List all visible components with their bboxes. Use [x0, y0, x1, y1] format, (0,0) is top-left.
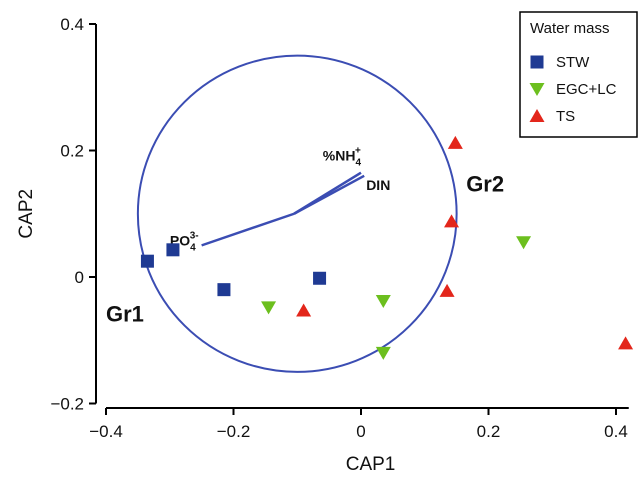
- point-egc-lc: [261, 301, 277, 315]
- x-tick-label: 0: [356, 422, 365, 441]
- correlation-circle: [136, 54, 458, 373]
- correlation-circle-layer: [136, 54, 458, 373]
- legend-items: STW EGC+LC TS: [529, 54, 617, 125]
- point-egc-lc: [375, 295, 391, 309]
- legend-title: Water mass: [530, 20, 609, 37]
- legend-marker: [529, 109, 545, 122]
- point-stw: [140, 254, 154, 268]
- vectors-layer: PO43-%NH4+DIN: [170, 146, 390, 254]
- point-ts: [618, 336, 634, 350]
- legend-label: EGC+LC: [556, 81, 617, 98]
- y-tick-label: 0.2: [60, 142, 84, 161]
- point-stw: [313, 271, 327, 285]
- legend-label: STW: [556, 54, 590, 71]
- group-label: Gr2: [466, 172, 504, 197]
- legend-marker: [529, 83, 545, 96]
- point-stw: [217, 283, 231, 297]
- ticks: −0.2 0 0.2 0.4 −0.4 −0.2 0 0.2 0.4: [50, 15, 627, 441]
- point-ts: [439, 283, 455, 297]
- x-tick-label: 0.4: [604, 422, 628, 441]
- point-ts: [447, 135, 463, 149]
- group-labels-layer: Gr1 Gr2: [106, 172, 504, 327]
- points-layer: [140, 135, 634, 360]
- point-egc-lc: [375, 346, 391, 360]
- legend: Water mass STW EGC+LC TS: [519, 11, 638, 138]
- point-stw: [166, 243, 180, 257]
- y-tick-label: −0.2: [50, 395, 84, 414]
- point-ts: [296, 303, 312, 317]
- point-ts: [444, 214, 460, 228]
- point-egc-lc: [516, 236, 532, 250]
- x-axis-title: CAP1: [346, 454, 396, 475]
- y-tick-label: 0: [75, 268, 84, 287]
- vector-label: DIN: [366, 177, 390, 193]
- vector-label: %NH4+: [323, 146, 362, 169]
- legend-marker: [530, 55, 544, 69]
- legend-label: TS: [556, 108, 575, 125]
- vector-line: [201, 212, 295, 247]
- group-label: Gr1: [106, 301, 144, 326]
- x-tick-label: 0.2: [477, 422, 501, 441]
- y-axis-title: CAP2: [16, 189, 37, 239]
- y-tick-label: 0.4: [60, 15, 84, 34]
- x-tick-label: −0.2: [217, 422, 251, 441]
- x-tick-label: −0.4: [89, 422, 123, 441]
- vector-line: [293, 174, 365, 215]
- axes: [95, 24, 629, 409]
